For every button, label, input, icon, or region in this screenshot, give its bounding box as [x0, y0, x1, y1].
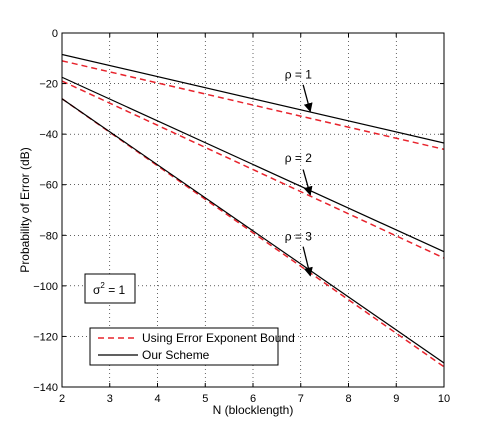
y-tick-label: −60 — [39, 180, 58, 192]
x-tick-label: 8 — [345, 393, 351, 405]
x-tick-label: 5 — [202, 393, 208, 405]
legend-frame — [89, 327, 279, 366]
scheme-curve-rho-3 — [62, 98, 444, 364]
sigma-symbol: σ — [93, 283, 101, 297]
scheme-curve-rho-2 — [62, 76, 444, 253]
rho-annotation-arrow — [302, 246, 313, 277]
legend-label-scheme: Our Scheme — [142, 348, 210, 362]
legend: Using Error Exponent Bound Our Scheme — [89, 327, 295, 366]
y-tick-label: −140 — [33, 382, 58, 394]
y-tick-label: 0 — [52, 28, 58, 40]
y-tick-label: −40 — [39, 129, 58, 141]
sigma-value: = 1 — [105, 283, 126, 297]
rho-annotation-arrow — [302, 84, 313, 113]
scheme-curve-rho-1 — [62, 53, 444, 144]
y-tick-label: −80 — [39, 230, 58, 242]
x-tick-label: 6 — [250, 393, 256, 405]
x-tick-label: 9 — [393, 393, 399, 405]
sigma-superscript: 2 — [100, 281, 105, 290]
y-tick-label: −120 — [33, 331, 58, 343]
x-tick-label: 10 — [438, 393, 450, 405]
bound-curve-rho-2 — [62, 80, 444, 259]
x-tick-label: 7 — [298, 393, 304, 405]
rho-annotation-label: ρ = 2 — [285, 151, 313, 165]
x-axis-label: N (blocklength) — [213, 403, 294, 417]
ticks: 2 3 4 5 6 7 8 9 10 0 −20 −40 −60 −80 −100 −120 −140 — [33, 28, 450, 405]
grid — [62, 33, 444, 387]
legend-label-bound: Using Error Exponent Bound — [142, 331, 295, 345]
y-axis-label: Probability of Error (dB) — [18, 147, 32, 272]
bound-curve-rho-1 — [62, 60, 444, 151]
sigma-inset-box: σ2 = 1 — [84, 273, 136, 304]
sigma-inset-frame — [84, 273, 136, 304]
series-group — [62, 53, 444, 368]
x-tick-label: 4 — [154, 393, 160, 405]
sigma-inset-label: σ2 = 1 — [93, 281, 126, 297]
rho-annotation-arrow — [302, 169, 313, 196]
annotations: ρ = 1 ρ = 2 ρ = 3 — [285, 68, 313, 277]
y-tick-label: −20 — [39, 79, 58, 91]
x-tick-label: 3 — [107, 393, 113, 405]
rho-annotation-label: ρ = 1 — [285, 68, 313, 82]
x-tick-label: 2 — [59, 393, 65, 405]
rho-annotation-label: ρ = 3 — [285, 229, 313, 243]
y-tick-label: −100 — [33, 281, 58, 293]
bound-curve-rho-3 — [62, 98, 444, 368]
